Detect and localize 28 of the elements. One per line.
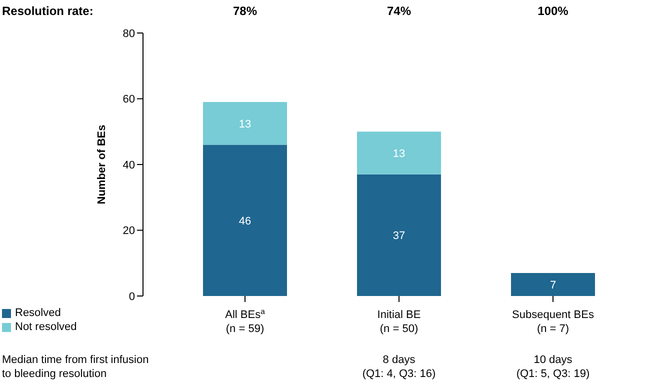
- legend-label: Resolved: [15, 306, 61, 320]
- y-axis-title: Number of BEs: [96, 124, 108, 204]
- text: 74%: [386, 4, 412, 18]
- data-label: 37: [392, 230, 406, 242]
- text: 78%: [232, 4, 258, 18]
- x-tick-label: All BEs$^{a}$ (n = 59): [225, 306, 266, 335]
- y-tick-label: 60: [122, 94, 135, 106]
- bar: [357, 174, 441, 296]
- text: Resolution rate:: [2, 4, 94, 18]
- text: Median time from first infusion to bleeding resolution: [2, 354, 149, 380]
- y-tick-label: 20: [122, 225, 135, 238]
- data-label: 46: [238, 215, 252, 228]
- data-label: 13: [392, 148, 406, 160]
- bar: [203, 144, 287, 296]
- bar: [357, 132, 441, 174]
- text: 10 days (Q1: 5, Q3: 19): [516, 354, 590, 380]
- legend-label: Not resolved: [15, 320, 77, 334]
- bar: [511, 272, 595, 296]
- text: 100%: [538, 4, 568, 18]
- data-label: 7: [550, 279, 556, 292]
- y-tick-label: 40: [122, 159, 135, 172]
- bar: [203, 102, 287, 145]
- data-label: 13: [238, 118, 252, 130]
- x-tick-label: Subsequent BEs (n = 7): [512, 309, 594, 335]
- text: 8 days (Q1: 4, Q3: 16): [362, 354, 436, 380]
- y-tick-label: 0: [128, 290, 135, 303]
- x-tick-label: Initial BE (n = 50): [377, 309, 421, 335]
- y-tick-label: 80: [122, 28, 135, 40]
